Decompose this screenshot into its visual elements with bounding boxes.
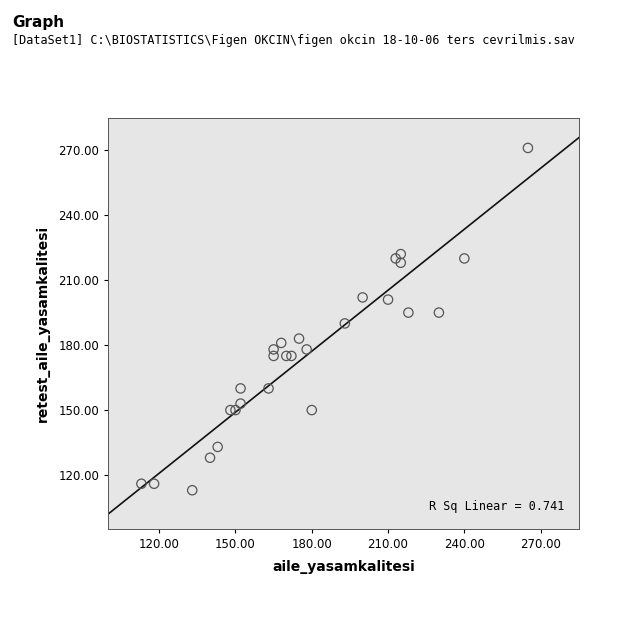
Point (340, 318, 350, 328)
Point (459, 254, 469, 264)
Point (301, 344, 311, 354)
Text: R Sq Linear = 0.741: R Sq Linear = 0.741 (430, 500, 565, 513)
Point (391, 254, 400, 264)
Point (149, 479, 159, 489)
Point (287, 351, 297, 361)
Point (396, 249, 405, 259)
Point (269, 351, 279, 361)
X-axis label: aile_yasamkalitesi: aile_yasamkalitesi (272, 560, 415, 574)
Point (236, 399, 246, 409)
Point (523, 143, 533, 153)
Point (264, 384, 274, 394)
Point (282, 351, 292, 361)
Text: Graph: Graph (12, 15, 64, 30)
Point (269, 344, 279, 354)
Point (404, 308, 413, 318)
Point (383, 295, 393, 305)
Point (276, 338, 286, 348)
Point (213, 442, 223, 452)
Text: [DataSet1] C:\BIOSTATISTICS\Figen OKCIN\figen okcin 18-10-06 ters cevrilmis.sav: [DataSet1] C:\BIOSTATISTICS\Figen OKCIN\… (12, 34, 575, 47)
Point (396, 258, 405, 267)
Point (236, 384, 246, 394)
Y-axis label: retest_aile_yasamkalitesi: retest_aile_yasamkalitesi (36, 225, 50, 422)
Point (358, 292, 368, 302)
Point (136, 479, 146, 489)
Point (205, 453, 215, 463)
Point (294, 334, 304, 344)
Point (434, 308, 444, 318)
Point (188, 485, 197, 495)
Point (225, 405, 235, 415)
Point (230, 405, 240, 415)
Point (307, 405, 317, 415)
